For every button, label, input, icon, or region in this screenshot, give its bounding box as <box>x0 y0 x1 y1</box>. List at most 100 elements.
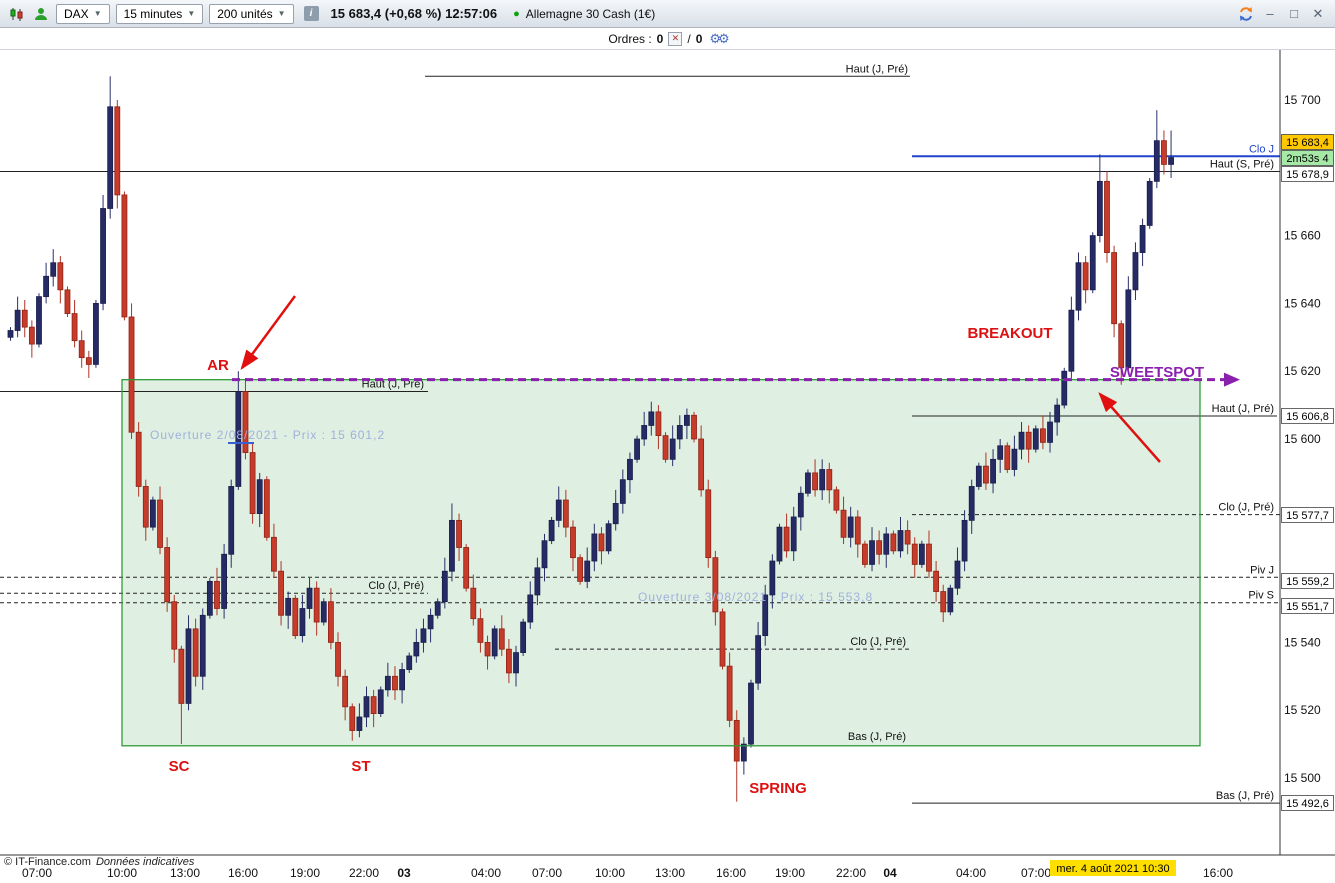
cancel-orders-icon[interactable]: ✕ <box>668 31 683 46</box>
level-label-haut-j-pre-2: Haut (J, Pré) <box>846 63 908 75</box>
candle-body <box>491 628 498 657</box>
candle-body <box>619 479 626 504</box>
candle-body <box>748 682 754 745</box>
candle-body <box>555 499 562 521</box>
level-label-bas-j-pre-3: Bas (J, Pré) <box>1216 790 1274 802</box>
time-tick-label: 13:00 <box>170 866 200 880</box>
candle-body <box>149 499 156 528</box>
quote-text: 15 683,4 (+0,68 %) 12:57:06 <box>330 6 498 21</box>
candle-body <box>427 614 434 630</box>
candlestick-icon[interactable] <box>8 5 26 23</box>
close-button[interactable]: ✕ <box>1312 5 1324 21</box>
candle-body <box>933 570 939 592</box>
candle-body <box>584 560 591 582</box>
annotation-sweetspot[interactable]: SWEETSPOT <box>1110 364 1204 381</box>
candle-body <box>441 570 448 603</box>
candle-body <box>869 540 875 565</box>
user-icon-glyph <box>35 7 47 20</box>
candle-body <box>562 499 569 528</box>
candle-body <box>349 706 356 731</box>
candle-body <box>676 425 683 440</box>
candle-body <box>135 431 142 487</box>
candle-body <box>1018 431 1025 450</box>
candle-body <box>1132 252 1139 291</box>
price-axis[interactable]: 15 700 15 660 15 640 15 620 15 600 15 540 15 5… <box>1281 93 1334 811</box>
price-box-label: 15 678,9 <box>1286 169 1329 181</box>
level-label-clo-j-pre-2: Clo (J, Pré) <box>850 636 906 648</box>
sweetspot-arrow[interactable] <box>1098 392 1161 463</box>
annotation-sc[interactable]: SC <box>169 758 190 775</box>
units-select[interactable]: 200 unités ▼ <box>209 3 294 24</box>
candle-body <box>157 499 163 548</box>
candle-body <box>406 655 413 670</box>
annotation-breakout[interactable]: BREAKOUT <box>968 325 1053 342</box>
candle-body <box>548 519 555 542</box>
candle-body <box>669 438 676 460</box>
candle-body <box>975 465 982 487</box>
candle-body <box>1061 370 1068 406</box>
toolbar: DAX ▼ 15 minutes ▼ 200 unités ▼ i 15 683… <box>0 0 1335 28</box>
candle-body <box>698 438 705 491</box>
candle-body <box>926 543 932 572</box>
candle-body <box>228 486 235 555</box>
open-marker-day1: Ouverture 2/08/2021 - Prix : 15 601,2 <box>150 428 385 442</box>
candle-body <box>50 262 57 277</box>
candle-body <box>392 675 398 691</box>
time-tick-label: 16:00 <box>716 866 746 880</box>
candle-body <box>847 516 854 538</box>
candle-body <box>1054 404 1061 423</box>
price-tick-label: 15 540 <box>1284 635 1321 649</box>
instrument-select[interactable]: DAX ▼ <box>56 3 110 24</box>
candle-body <box>712 557 719 613</box>
chevron-down-icon: ▼ <box>277 9 286 18</box>
candle-body <box>534 567 541 596</box>
proorder-gears-icon[interactable]: ⚙⚙ <box>709 30 729 46</box>
time-tick-label: 04:00 <box>956 866 986 880</box>
candle-body <box>57 262 64 291</box>
info-icon[interactable]: i <box>303 6 319 21</box>
level-label-clo-j-pre-1: Clo (J, Pré) <box>368 580 424 592</box>
candle-body <box>1104 180 1110 253</box>
timeframe-select[interactable]: 15 minutes ▼ <box>115 3 204 24</box>
ar-arrow[interactable] <box>240 295 297 371</box>
annotation-st[interactable]: ST <box>351 758 370 775</box>
candle-body <box>790 516 797 552</box>
maximize-button[interactable]: □ <box>1290 6 1298 21</box>
orders-bar: Ordres : 0 ✕ / 0 ⚙⚙ <box>0 28 1335 50</box>
sync-icon[interactable] <box>1237 5 1255 23</box>
breakout-arrow-line[interactable] <box>232 372 1240 387</box>
candle-body <box>862 543 868 565</box>
candle-body <box>1068 309 1075 372</box>
candle-body <box>983 465 989 484</box>
annotation-spring[interactable]: SPRING <box>749 780 807 797</box>
user-icon[interactable] <box>32 5 50 23</box>
candle-body <box>449 519 455 572</box>
time-tick-label: 04:00 <box>471 866 501 880</box>
candle-body <box>1096 180 1103 237</box>
candle-body <box>812 472 818 491</box>
annotation-ar[interactable]: AR <box>207 357 229 374</box>
credit-copyright: © IT-Finance.com <box>4 856 91 868</box>
candle-body <box>648 411 655 426</box>
time-tick-label: 19:00 <box>290 866 320 880</box>
candle-body <box>320 601 327 623</box>
candle-body <box>1025 431 1032 450</box>
level-label-haut-j-pre-3: Haut (J, Pré) <box>1212 403 1274 415</box>
price-box <box>1281 408 1334 424</box>
candle-body <box>940 591 947 613</box>
candle-body <box>890 533 897 552</box>
candle-body <box>413 642 420 657</box>
candle-body <box>684 414 690 426</box>
level-label-haut-s-pre: Haut (S, Pré) <box>1210 159 1274 171</box>
candle-body <box>456 519 462 548</box>
candle-body <box>577 557 583 582</box>
market-open-dot-icon: ● <box>513 7 520 20</box>
time-axis[interactable]: 07:00 10:00 13:00 16:00 19:00 22:00 03 04:00 07:… <box>22 860 1233 880</box>
price-chart[interactable]: Haut (J, Pré) Clo J Haut (S, Pré) Haut (J, … <box>0 50 1335 883</box>
candle-body <box>128 316 135 433</box>
candle-body <box>947 587 954 613</box>
minimize-button[interactable]: – <box>1266 6 1274 21</box>
candle-body <box>541 540 548 569</box>
candle-body <box>420 628 427 643</box>
candle-body <box>954 560 961 589</box>
